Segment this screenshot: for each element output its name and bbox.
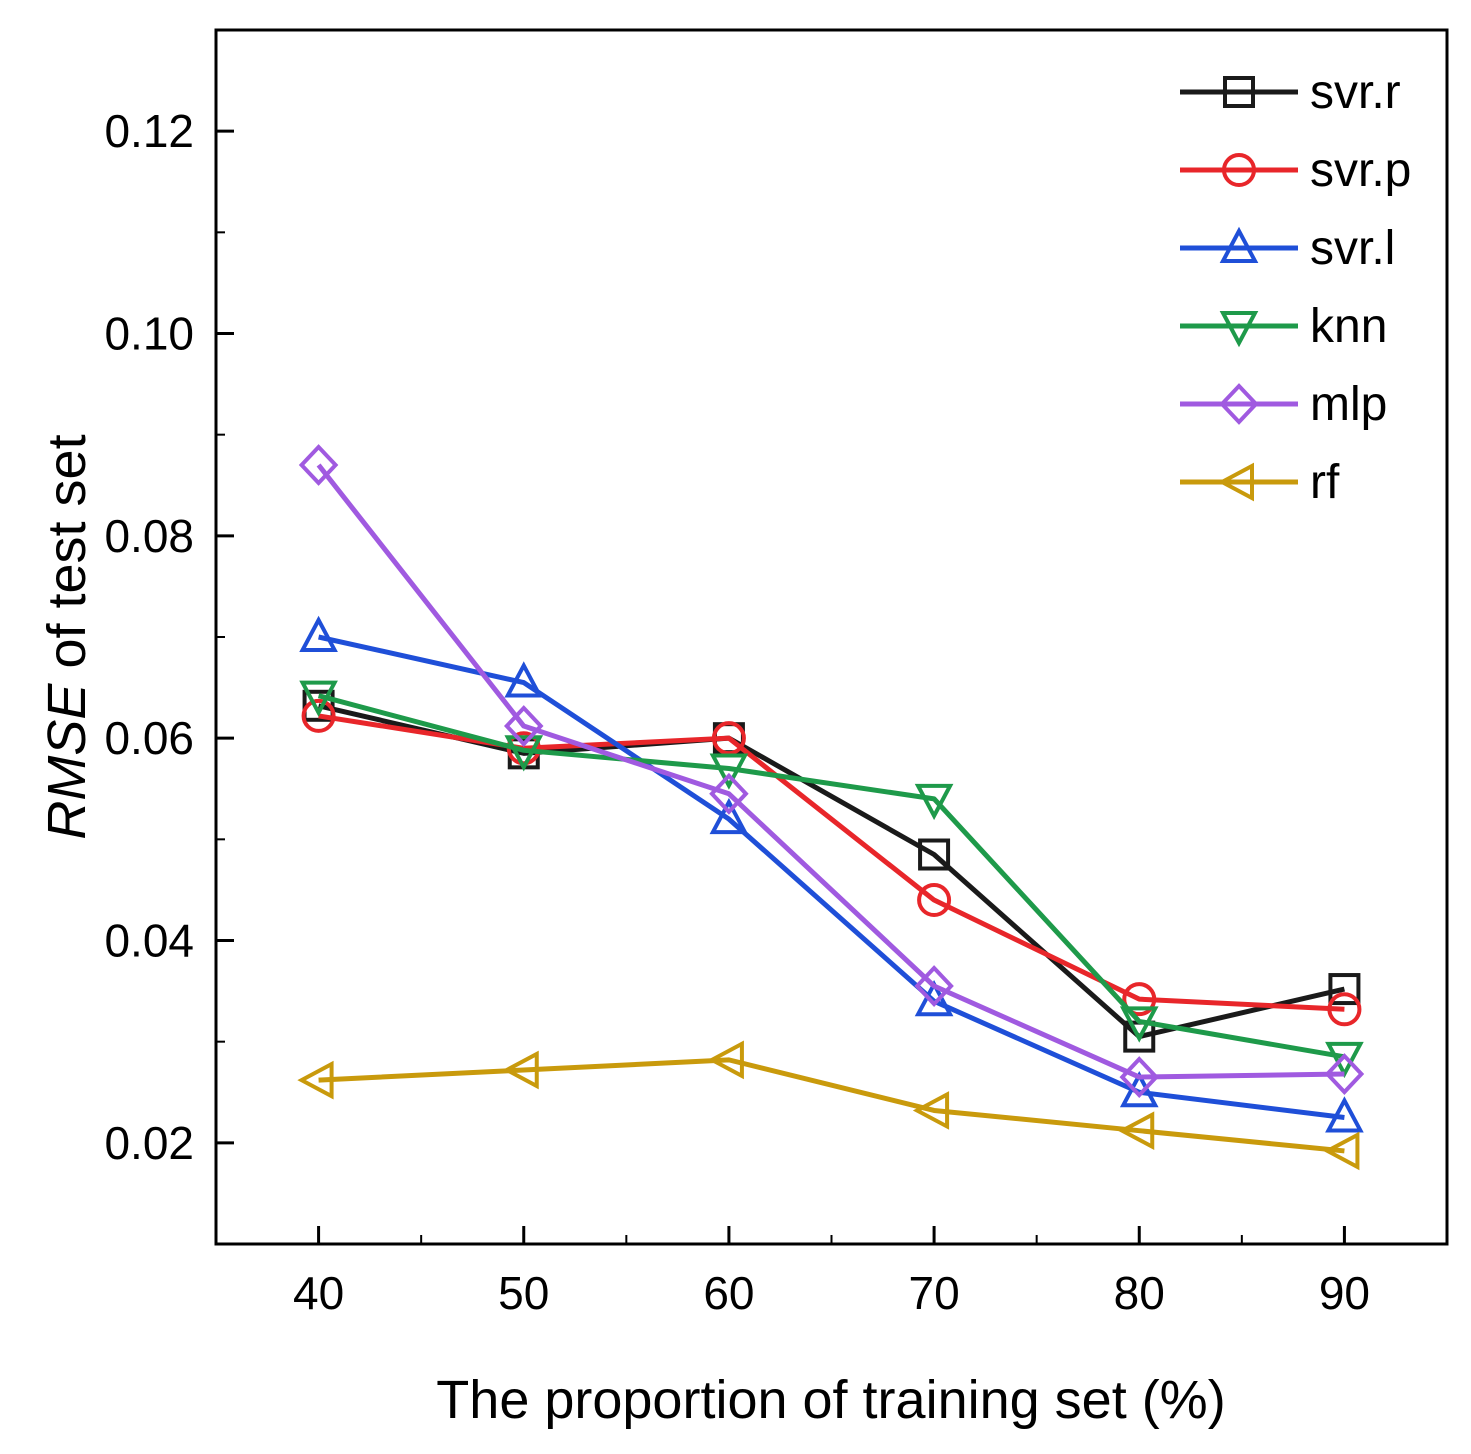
x-tick-label: 90 (1319, 1267, 1370, 1319)
y-tick-label: 0.04 (104, 915, 194, 967)
data-point-svr.p (1327, 992, 1362, 1027)
data-point-svr.r (302, 689, 335, 722)
series-knn (299, 680, 1364, 1079)
data-point-svr.p (301, 698, 336, 733)
series-group (297, 444, 1365, 1171)
legend-label-svr.r: svr.r (1310, 66, 1401, 119)
y-tick-label: 0.08 (104, 510, 194, 562)
y-tick-label: 0.06 (104, 712, 194, 764)
x-tick-label: 70 (908, 1267, 959, 1319)
data-point-rf (502, 1050, 539, 1090)
y-axis-title: RMSE of test set (37, 434, 97, 839)
legend-marker-knn (1219, 311, 1259, 348)
data-point-knn (709, 753, 749, 790)
legend-marker-svr.p (1222, 153, 1256, 187)
data-point-svr.r (918, 838, 951, 871)
legend: svr.r svr.p svr.l knn mlp rf (1180, 66, 1411, 509)
axis-ticks: 40 50 60 70 80 90 0.02 0.04 0.06 0.08 0.10 0.12 (104, 29, 1370, 1319)
data-point-rf (707, 1040, 744, 1080)
series-line-svr.r (318, 703, 1345, 1040)
data-point-knn (1325, 1041, 1364, 1079)
legend-label-rf: rf (1310, 456, 1340, 509)
legend-label-svr.p: svr.p (1310, 144, 1411, 197)
legend-item-mlp: mlp (1180, 378, 1387, 431)
plot-frame (214, 28, 1449, 1246)
legend-marker-svr.r (1223, 76, 1255, 108)
x-tick-label: 80 (1114, 1267, 1165, 1319)
data-point-rf (912, 1091, 950, 1130)
data-point-svr.l (299, 615, 338, 652)
series-line-svr.l (318, 634, 1345, 1121)
legend-label-mlp: mlp (1310, 378, 1387, 431)
series-line-svr.p (318, 713, 1345, 1012)
data-point-svr.l (1119, 1071, 1159, 1108)
data-point-mlp (298, 444, 339, 486)
series-svr.l (299, 615, 1364, 1133)
series-line-rf (318, 1057, 1345, 1154)
legend-marker-rf (1217, 462, 1254, 502)
x-tick-label: 60 (703, 1267, 754, 1319)
x-tick-label: 50 (498, 1267, 549, 1319)
legend-marker-svr.l (1219, 226, 1259, 263)
series-rf (297, 1040, 1360, 1171)
data-point-rf (1118, 1111, 1155, 1151)
data-point-rf (297, 1060, 334, 1100)
data-point-knn (914, 783, 954, 821)
y-tick-label: 0.10 (104, 308, 194, 360)
x-axis-title: The proportion of training set (%) (436, 1370, 1225, 1430)
data-point-svr.p (711, 721, 746, 756)
legend-item-rf: rf (1180, 456, 1340, 509)
data-point-knn (299, 680, 338, 717)
data-point-rf (1323, 1131, 1360, 1171)
series-line-knn (317, 693, 1345, 1060)
y-axis-title-italic: RMSE (37, 683, 97, 840)
legend-label-svr.l: svr.l (1310, 222, 1395, 275)
data-point-mlp (914, 965, 954, 1007)
legend-item-svr.l: svr.l (1180, 222, 1395, 275)
legend-label-knn: knn (1310, 300, 1387, 353)
data-point-svr.l (504, 661, 544, 698)
legend-item-knn: knn (1180, 300, 1387, 353)
data-point-svr.l (709, 797, 749, 835)
data-point-svr.p (917, 883, 952, 918)
legend-item-svr.r: svr.r (1180, 66, 1401, 119)
legend-marker-mlp (1219, 383, 1259, 425)
y-tick-label: 0.02 (104, 1117, 194, 1169)
data-point-svr.r (1328, 973, 1361, 1006)
data-point-mlp (1324, 1053, 1365, 1095)
legend-item-svr.p: svr.p (1180, 144, 1411, 197)
y-tick-label: 0.12 (104, 105, 194, 157)
data-point-svr.l (914, 979, 954, 1017)
data-point-mlp (709, 772, 749, 815)
data-point-svr.p (1122, 982, 1157, 1017)
data-point-knn (1119, 1006, 1159, 1043)
series-line-mlp (316, 463, 1345, 1080)
data-point-mlp (503, 705, 544, 747)
y-axis-title-rest: of test set (37, 434, 97, 683)
x-tick-label: 40 (293, 1267, 344, 1319)
data-point-mlp (1119, 1056, 1160, 1098)
data-point-knn (504, 735, 544, 772)
series-mlp (298, 444, 1365, 1098)
series-svr.r (302, 689, 1361, 1053)
series-svr.p (301, 698, 1362, 1027)
data-point-svr.l (1325, 1096, 1364, 1133)
